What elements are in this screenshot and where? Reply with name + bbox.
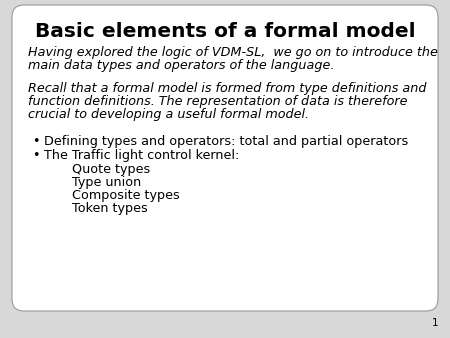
Text: •: • (32, 149, 40, 162)
Text: 1: 1 (432, 318, 438, 328)
Text: Type union: Type union (72, 176, 141, 189)
Text: function definitions. The representation of data is therefore: function definitions. The representation… (28, 95, 408, 108)
Text: Recall that a formal model is formed from type definitions and: Recall that a formal model is formed fro… (28, 82, 427, 95)
Text: Defining types and operators: total and partial operators: Defining types and operators: total and … (44, 135, 408, 148)
Text: main data types and operators of the language.: main data types and operators of the lan… (28, 59, 334, 72)
Text: Composite types: Composite types (72, 189, 180, 202)
Text: Basic elements of a formal model: Basic elements of a formal model (35, 22, 415, 41)
Text: Token types: Token types (72, 202, 148, 215)
FancyBboxPatch shape (12, 5, 438, 311)
Text: Quote types: Quote types (72, 163, 150, 176)
Text: Having explored the logic of VDM-SL,  we go on to introduce the: Having explored the logic of VDM-SL, we … (28, 46, 438, 59)
Text: crucial to developing a useful formal model.: crucial to developing a useful formal mo… (28, 108, 309, 121)
Text: The Traffic light control kernel:: The Traffic light control kernel: (44, 149, 239, 162)
Text: •: • (32, 135, 40, 148)
